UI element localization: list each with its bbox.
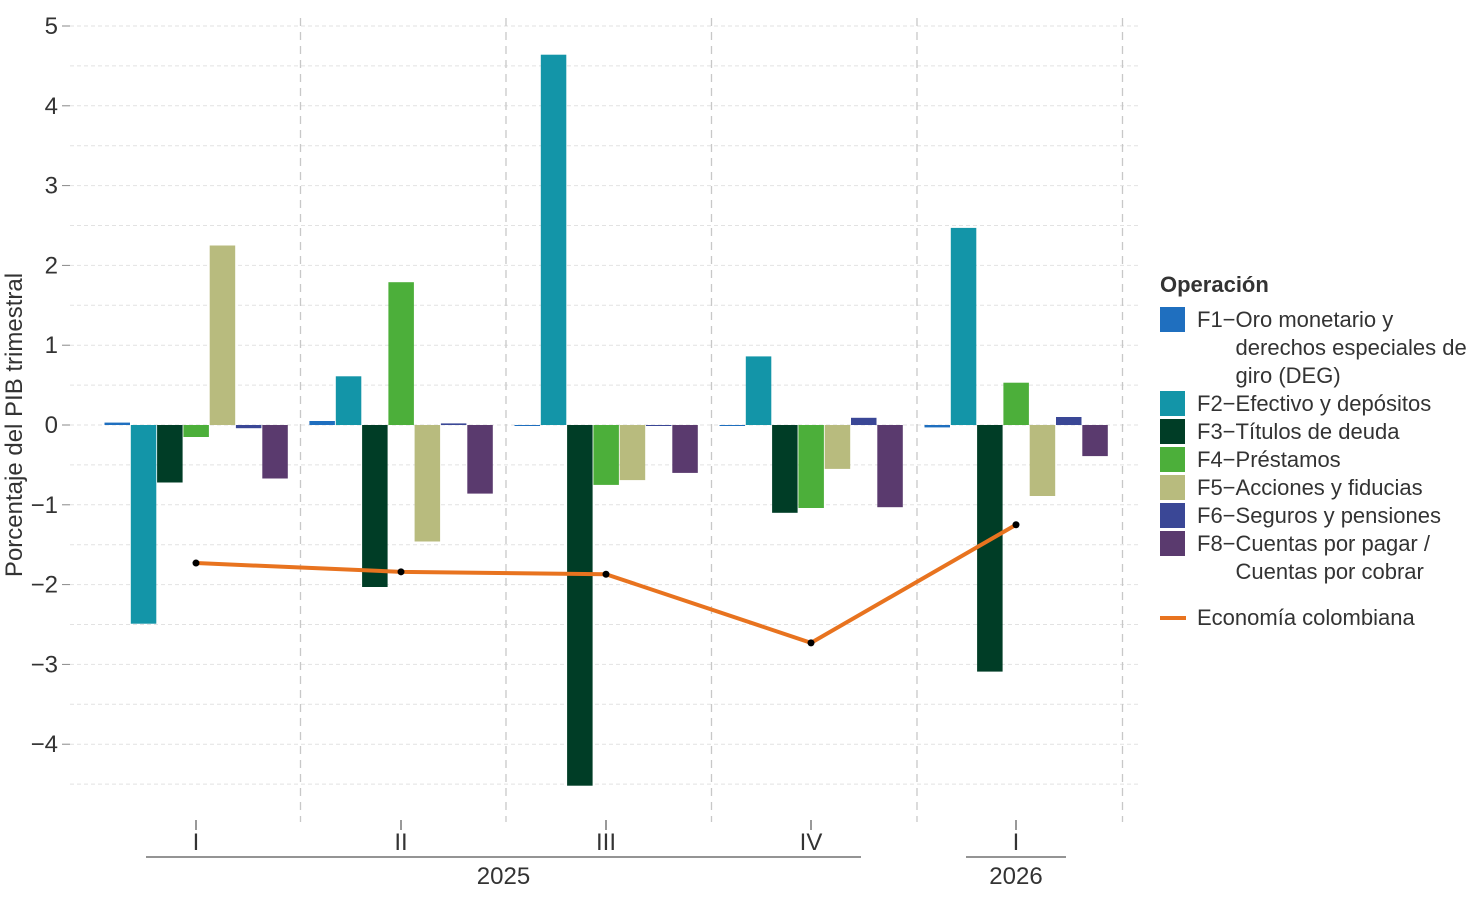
y-tick-label: 1: [45, 332, 58, 359]
bar-f4: [1003, 382, 1029, 425]
bar-f6: [1056, 417, 1082, 425]
legend-label: Préstamos: [1235, 447, 1341, 472]
year-label: 2025: [477, 863, 530, 890]
y-tick-label: 3: [45, 173, 58, 200]
y-axis-label: Porcentaje del PIB trimestral: [1, 273, 28, 577]
y-tick-label: −2: [31, 572, 58, 599]
bar-f2: [335, 376, 362, 425]
y-tick-label: 2: [45, 252, 58, 279]
legend-item-f3: F3− Títulos de deuda: [1160, 418, 1475, 446]
legend-label: Efectivo y depósitos: [1235, 391, 1432, 416]
legend-code: F4−: [1197, 447, 1236, 472]
bar-f1: [104, 422, 130, 425]
y-tick-label: −4: [31, 731, 58, 758]
bar-f2: [540, 54, 567, 425]
legend-code: F6−: [1197, 503, 1236, 528]
bar-f6: [235, 425, 262, 429]
legend-items: F1− Oro monetario y derechos especiales d…: [1160, 306, 1475, 586]
bar-f8: [262, 425, 288, 479]
x-tick-label: IV: [800, 829, 823, 856]
legend-item-f1: F1− Oro monetario y derechos especiales d…: [1160, 306, 1475, 390]
line-point: [807, 639, 815, 647]
bar-f2: [950, 227, 977, 425]
bar-f8: [877, 425, 903, 508]
legend-item-f5: F5− Acciones y fiducias: [1160, 474, 1475, 502]
legend-swatch: [1160, 419, 1185, 444]
legend-swatch: [1160, 531, 1185, 556]
legend-label: Acciones y fiducias: [1235, 475, 1423, 500]
bar-f1: [924, 425, 950, 428]
x-tick-label: I: [1013, 829, 1020, 856]
legend-code: F8−: [1197, 531, 1236, 556]
bar-f3: [157, 425, 183, 483]
bar-f2: [130, 425, 157, 624]
legend-item-f8: F8− Cuentas por pagar / Cuentas por cobra…: [1160, 530, 1475, 586]
line-point: [1012, 521, 1020, 529]
legend-item-f6: F6− Seguros y pensiones: [1160, 502, 1475, 530]
x-tick-label: II: [394, 829, 407, 856]
legend-code: F5−: [1197, 475, 1236, 500]
legend-swatch: [1160, 503, 1185, 528]
bar-f3: [362, 425, 388, 587]
bar-f4: [388, 282, 414, 425]
y-tick-label: −1: [31, 492, 58, 519]
group-separators: [299, 18, 1124, 822]
line-series: [192, 521, 1020, 647]
line-point: [397, 568, 405, 576]
legend-code: F1−: [1197, 307, 1236, 332]
legend-swatch: [1160, 307, 1185, 332]
bar-f1: [514, 425, 540, 426]
bar-f3: [977, 425, 1003, 672]
legend: Operación F1− Oro monetario y derechos es…: [1160, 272, 1475, 632]
legend-label: Cuentas por pagar / Cuentas por cobrar: [1235, 531, 1430, 584]
y-axis-ticks: 5 4 3 2 1 0 −1 −2 −3 −4: [31, 13, 70, 758]
legend-line-label: Economía colombiana: [1197, 605, 1415, 630]
legend-swatch: [1160, 391, 1185, 416]
bar-f8: [467, 425, 493, 494]
bar-f5: [209, 245, 236, 425]
line-point: [192, 559, 200, 567]
legend-label: Títulos de deuda: [1235, 419, 1400, 444]
bar-f5: [1029, 425, 1056, 496]
bar-f1: [719, 425, 745, 426]
legend-item-f2: F2− Efectivo y depósitos: [1160, 390, 1475, 418]
y-tick-label: 4: [45, 93, 58, 120]
bar-f8: [672, 425, 698, 473]
y-tick-label: 5: [45, 13, 58, 40]
bar-f2: [745, 356, 772, 425]
x-tick-label: I: [193, 829, 200, 856]
bar-f6: [646, 425, 672, 426]
bar-f4: [798, 425, 824, 508]
bar-f6: [851, 417, 877, 425]
legend-code: F2−: [1197, 391, 1236, 416]
bar-f4: [183, 425, 209, 437]
legend-swatch: [1160, 447, 1185, 472]
legend-swatch: [1160, 475, 1185, 500]
line-economia-colombiana: [195, 523, 1017, 645]
bar-f8: [1082, 425, 1108, 457]
bar-f3: [772, 425, 798, 513]
legend-label: Oro monetario y derechos especiales de g…: [1235, 307, 1467, 388]
line-point: [602, 570, 610, 578]
year-label: 2026: [989, 863, 1042, 890]
bar-f4: [593, 425, 619, 485]
y-tick-label: 0: [45, 412, 58, 439]
legend-item-f4: F4− Préstamos: [1160, 446, 1475, 474]
y-tick-label: −3: [31, 651, 58, 678]
x-tick-label: III: [596, 829, 616, 856]
bar-f5: [619, 425, 646, 481]
bars: [104, 54, 1108, 786]
legend-code: F3−: [1197, 419, 1236, 444]
legend-label: Seguros y pensiones: [1235, 503, 1441, 528]
legend-line-item: Economía colombiana: [1160, 604, 1475, 632]
bar-f3: [567, 425, 593, 786]
bar-f5: [824, 425, 851, 469]
legend-line-swatch: [1160, 616, 1186, 620]
bar-f5: [414, 425, 441, 542]
bar-f6: [440, 423, 467, 425]
bar-f1: [309, 421, 335, 425]
legend-title: Operación: [1160, 272, 1269, 297]
